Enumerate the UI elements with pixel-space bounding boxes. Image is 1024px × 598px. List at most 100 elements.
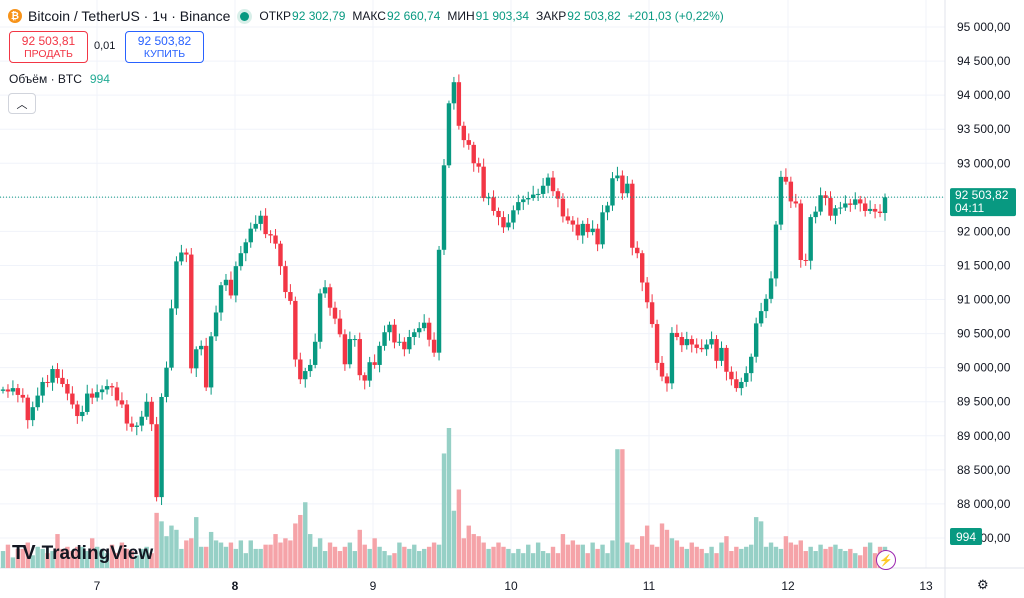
candle-body [421,322,427,329]
volume-bar [471,534,476,568]
candle-body [476,163,481,167]
candle-body [194,349,199,369]
volume-bar [476,536,481,568]
candle-body [570,220,576,225]
volume-bar [466,525,471,568]
candle-body [734,379,739,389]
volume-bar [828,546,833,568]
candle-body [337,318,343,335]
lightning-icon[interactable]: ⚡ [876,550,896,570]
chevron-up-icon[interactable]: ︿ [8,93,36,114]
candle-body [456,82,462,126]
candle-body [238,253,244,267]
candle-body [867,208,873,211]
y-tick-label: 93 000,00 [957,156,1011,170]
candle-body [25,397,30,421]
market-open-icon [240,11,250,21]
candle-body [684,339,689,346]
candle-body [858,199,863,204]
volume-bar [872,553,878,568]
candle-body [625,183,630,194]
candle-body [99,389,105,393]
candle-body [521,199,526,203]
volume-bar [184,540,189,568]
volume-bar [35,546,40,568]
candle-body [0,389,6,391]
volume-bar [99,548,105,568]
candle-body [312,341,318,365]
volume-bar [669,538,675,568]
candle-body [263,215,268,235]
y-tick-label: 88 500,00 [957,463,1011,477]
candle-body [580,223,585,236]
volume-bar [258,548,263,568]
volume-bar [154,512,159,568]
candle-body [471,144,476,164]
y-tick-label: 92 000,00 [957,224,1011,238]
volume-bar [654,546,660,568]
candle-body [80,411,85,417]
volume-bar [446,428,452,568]
volume-bar [407,548,412,568]
candle-body [372,362,377,365]
candle-body [144,401,149,417]
volume-bar [615,449,620,568]
candle-body [60,377,65,385]
candle-body [303,371,308,380]
volume-bar [20,548,26,568]
candle-body [20,394,26,398]
tradingview-logo[interactable]: TV TradingView [12,542,153,565]
volume-bar [630,544,635,568]
sell-label: ПРОДАТЬ [24,48,73,60]
settings-icon[interactable]: ⚙ [977,577,989,592]
high-value: 92 660,74 [386,9,441,23]
candle-body [233,266,239,296]
x-tick-label: 8 [232,579,239,593]
volume-bar [332,546,338,568]
volume-tag [950,528,982,545]
y-tick-label: 93 500,00 [957,122,1011,136]
volume-bar [600,544,605,568]
volume-legend[interactable]: Объём · BTC 994 [9,72,110,86]
volume-bar [382,551,387,568]
volume-bar [853,553,858,568]
volume-bar [228,542,234,568]
open-label: ОТКР [259,9,292,23]
candle-body [35,395,40,408]
candle-body [674,332,680,338]
candle-body [729,371,734,380]
candle-body [189,254,194,369]
candle-body [243,242,248,254]
candle-body [788,181,794,202]
candle-body [298,359,303,380]
candle-body [431,339,437,353]
candle-body [530,194,536,199]
buy-button[interactable]: 92 503,82 КУПИТЬ [125,31,204,63]
candle-body [446,103,452,166]
volume-bar [714,553,719,568]
volume-bar [521,553,526,568]
volume-bar [268,544,273,568]
candle-body [278,243,283,267]
candle-body [813,211,818,218]
spread-value: 0,01 [94,40,116,52]
volume-label: Объём · BTC [9,72,82,86]
candle-body [833,208,838,216]
volume-bar [823,548,828,568]
volume-bar [426,546,432,568]
candle-body [89,393,95,398]
candle-body [129,423,135,427]
volume-bar [273,534,278,568]
candle-body [610,178,615,206]
volume-bar [233,548,239,568]
sell-button[interactable]: 92 503,81 ПРОДАТЬ [9,31,88,63]
candle-body [203,345,209,388]
volume-bar [833,544,838,568]
volume-bar [149,553,154,568]
symbol-title[interactable]: Bitcoin / TetherUS · 1ч · Binance [28,8,231,24]
candle-body [213,312,219,337]
bitcoin-icon: ₿ [8,9,22,23]
volume-bar [159,521,164,568]
volume-bar [263,544,268,568]
